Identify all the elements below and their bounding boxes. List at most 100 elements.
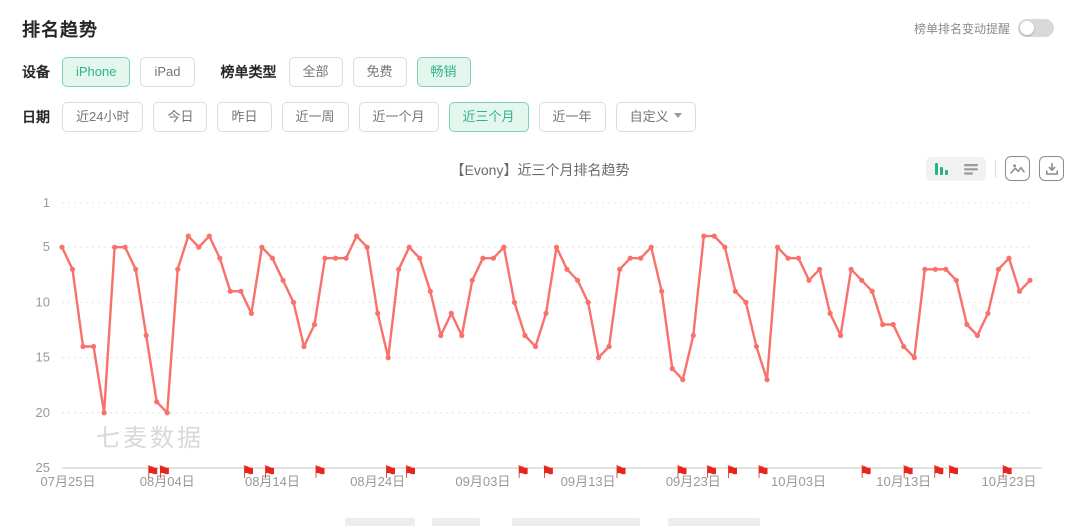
version-flag-icon: ⚑ bbox=[858, 463, 873, 482]
chart-type-option-grossing[interactable]: 畅销 bbox=[416, 57, 471, 87]
device-option-iphone[interactable]: iPhone bbox=[62, 57, 131, 87]
data-point bbox=[817, 266, 823, 272]
data-point bbox=[427, 288, 433, 294]
data-point bbox=[711, 233, 717, 239]
data-point bbox=[227, 288, 233, 294]
data-point bbox=[606, 343, 612, 350]
legend-ghost bbox=[668, 518, 760, 528]
y-axis-tick-label: 15 bbox=[36, 350, 50, 365]
version-flag-icon: ⚑ bbox=[613, 463, 628, 482]
bar-chart-view-icon[interactable] bbox=[930, 160, 952, 178]
date-range-option-last-year[interactable]: 近一年 bbox=[538, 102, 606, 132]
rank-alert-toggle[interactable] bbox=[1018, 19, 1054, 37]
date-range-option-last-week[interactable]: 近一周 bbox=[281, 102, 349, 132]
data-point bbox=[964, 321, 970, 328]
data-point bbox=[91, 343, 97, 350]
x-axis-tick-label: 08月04日 bbox=[140, 474, 195, 489]
data-point bbox=[259, 244, 265, 250]
toggle-knob-icon bbox=[1020, 21, 1034, 35]
data-point bbox=[238, 288, 244, 294]
data-point bbox=[638, 255, 644, 261]
data-point bbox=[206, 233, 212, 239]
data-point bbox=[880, 321, 886, 328]
list-view-icon[interactable] bbox=[960, 160, 982, 178]
date-range-option-last-month[interactable]: 近一个月 bbox=[358, 102, 439, 132]
data-point bbox=[311, 321, 318, 328]
rank-trend-chart: 1 5 10 15 20 25 07月25日 08月04日 08月14日 08月24日 09月03日… bbox=[0, 188, 1080, 531]
data-point bbox=[869, 288, 875, 294]
data-point bbox=[659, 288, 665, 294]
data-point bbox=[406, 244, 412, 250]
page-header: 排名趋势 榜单排名变动提醒 bbox=[0, 0, 1080, 42]
watermark: 七麦数据 bbox=[96, 425, 204, 452]
version-flag-icon: ⚑ bbox=[403, 463, 418, 482]
x-axis-tick-label: 09月13日 bbox=[561, 474, 616, 489]
data-point bbox=[122, 244, 128, 250]
x-axis-tick-label: 10月23日 bbox=[981, 474, 1036, 489]
date-range-option-today[interactable]: 今日 bbox=[153, 102, 208, 132]
y-axis-tick-label: 1 bbox=[43, 195, 50, 210]
version-flag-icon: ⚑ bbox=[515, 463, 530, 482]
data-point bbox=[932, 266, 938, 272]
data-point bbox=[522, 332, 528, 339]
chart-type-option-free[interactable]: 免费 bbox=[352, 57, 407, 87]
data-point bbox=[511, 299, 517, 305]
data-point bbox=[911, 355, 917, 361]
data-point bbox=[1016, 288, 1023, 294]
filter-row: 设备 iPhone iPad 榜单类型 全部 免费 畅销 bbox=[0, 57, 1080, 87]
x-axis-tick-label: 10月03日 bbox=[771, 474, 826, 489]
version-flag-icon: ⚑ bbox=[674, 463, 689, 482]
date-range-option-custom[interactable]: 自定义 bbox=[615, 102, 696, 132]
chart-type-option-all[interactable]: 全部 bbox=[288, 57, 343, 87]
data-point bbox=[469, 277, 475, 283]
data-point bbox=[648, 244, 654, 250]
data-point bbox=[154, 399, 160, 405]
page-title: 排名趋势 bbox=[22, 20, 98, 40]
data-point bbox=[995, 266, 1002, 272]
version-flag-icon: ⚑ bbox=[704, 463, 719, 482]
data-point bbox=[385, 355, 391, 361]
data-point bbox=[69, 266, 76, 272]
download-button[interactable] bbox=[1039, 156, 1064, 181]
data-point bbox=[827, 310, 833, 316]
data-point bbox=[543, 310, 549, 316]
data-point bbox=[375, 310, 381, 316]
data-point bbox=[722, 244, 728, 250]
filter-group-chart-type: 榜单类型 全部 免费 畅销 bbox=[221, 57, 481, 87]
data-point bbox=[585, 299, 591, 305]
version-flag-icon: ⚑ bbox=[383, 463, 398, 482]
data-point bbox=[953, 277, 959, 283]
x-axis-tick-label: 08月14日 bbox=[245, 474, 300, 489]
export-image-button[interactable] bbox=[1005, 156, 1030, 181]
data-point bbox=[806, 277, 812, 283]
data-point bbox=[301, 343, 307, 350]
x-axis-tick-label: 08月24日 bbox=[350, 474, 405, 489]
version-flag-icon: ⚑ bbox=[312, 463, 327, 482]
date-range-option-yesterday[interactable]: 昨日 bbox=[217, 102, 272, 132]
data-point bbox=[133, 266, 139, 272]
data-point bbox=[175, 266, 181, 272]
data-point bbox=[448, 310, 454, 316]
rank-alert-label: 榜单排名变动提醒 bbox=[913, 21, 1010, 36]
data-point bbox=[785, 255, 791, 261]
data-point bbox=[890, 321, 896, 328]
legend-ghost bbox=[432, 518, 480, 528]
y-axis-tick-label: 25 bbox=[36, 460, 50, 475]
date-range-option-last-3-months[interactable]: 近三个月 bbox=[448, 102, 529, 132]
device-option-ipad[interactable]: iPad bbox=[140, 57, 195, 87]
rank-alert-wrap: 榜单排名变动提醒 bbox=[914, 19, 1054, 37]
data-point bbox=[290, 299, 297, 305]
data-point bbox=[417, 255, 423, 261]
data-point bbox=[732, 288, 739, 294]
data-point bbox=[553, 244, 560, 250]
version-flag-icon: ⚑ bbox=[145, 463, 160, 482]
data-point bbox=[532, 343, 539, 350]
data-point bbox=[564, 266, 570, 272]
date-range-option-last-24h[interactable]: 近24小时 bbox=[62, 102, 144, 132]
x-axis-tick-label: 09月23日 bbox=[666, 474, 721, 489]
data-point bbox=[101, 410, 107, 416]
legend-ghost bbox=[345, 518, 415, 528]
data-point bbox=[59, 244, 65, 250]
data-point bbox=[901, 343, 907, 350]
